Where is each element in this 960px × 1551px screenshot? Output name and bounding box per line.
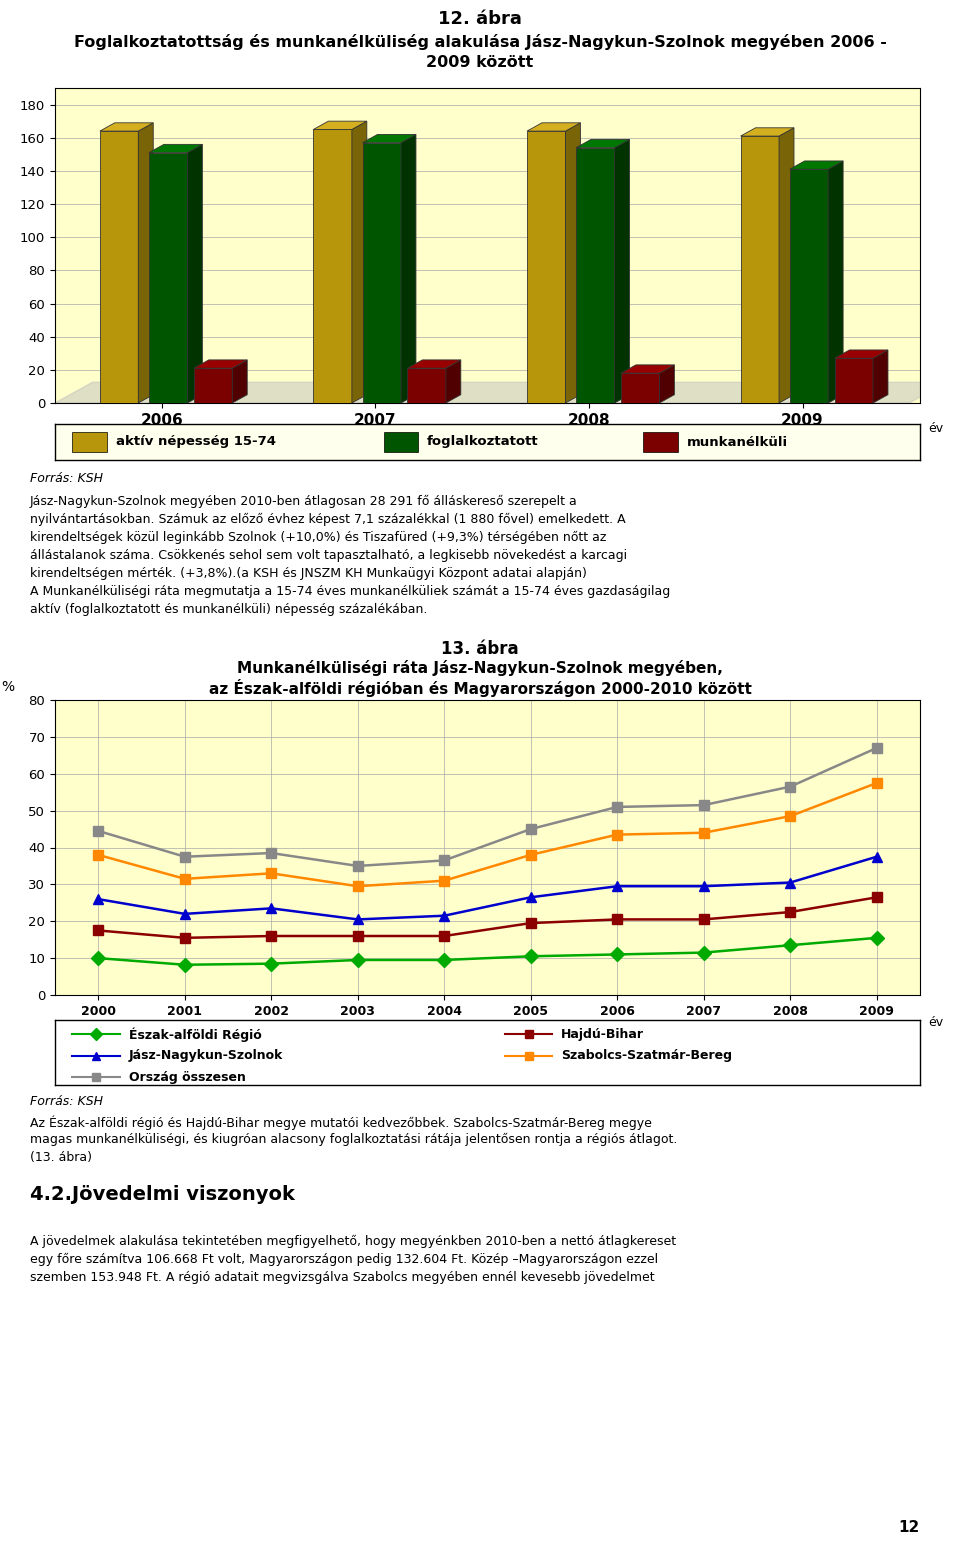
Text: munkanélküli: munkanélküli [686, 436, 787, 448]
Text: Hajdú-Bihar: Hajdú-Bihar [561, 1028, 644, 1041]
Text: Jász-Nagykun-Szolnok: Jász-Nagykun-Szolnok [129, 1048, 283, 1062]
Polygon shape [407, 360, 461, 368]
Polygon shape [407, 368, 445, 403]
Text: 2009 között: 2009 között [426, 54, 534, 70]
Polygon shape [576, 140, 630, 147]
Polygon shape [621, 364, 674, 374]
Polygon shape [828, 161, 843, 403]
Bar [643, 433, 678, 451]
Polygon shape [100, 123, 154, 132]
Polygon shape [445, 360, 461, 403]
Text: Szabolcs-Szatmár-Bereg: Szabolcs-Szatmár-Bereg [561, 1048, 732, 1062]
Text: Forrás: KSH: Forrás: KSH [30, 1095, 103, 1107]
Text: Munkanélküliségi ráta Jász-Nagykun-Szolnok megyében,: Munkanélküliségi ráta Jász-Nagykun-Szoln… [237, 661, 723, 676]
Polygon shape [401, 135, 416, 403]
Polygon shape [100, 132, 138, 403]
Text: Észak-alföldi Régió: Észak-alföldi Régió [129, 1027, 261, 1042]
Polygon shape [187, 144, 203, 403]
Text: 13. ábra: 13. ábra [442, 641, 518, 658]
Text: 4.2.Jövedelmi viszonyok: 4.2.Jövedelmi viszonyok [30, 1185, 295, 1204]
Polygon shape [194, 360, 248, 368]
Text: egy főre számítva 106.668 Ft volt, Magyarországon pedig 132.604 Ft. Közép –Magya: egy főre számítva 106.668 Ft volt, Magya… [30, 1253, 659, 1266]
Text: 12. ábra: 12. ábra [438, 9, 522, 28]
Text: Forrás: KSH: Forrás: KSH [30, 472, 103, 485]
Polygon shape [740, 127, 794, 136]
Polygon shape [576, 147, 614, 403]
Polygon shape [790, 169, 828, 403]
Text: Jász-Nagykun-Szolnok megyében 2010-ben átlagosan 28 291 fő álláskereső szerepelt: Jász-Nagykun-Szolnok megyében 2010-ben á… [30, 495, 578, 509]
Text: Foglalkoztatottság és munkanélküliség alakulása Jász-Nagykun-Szolnok megyében 20: Foglalkoztatottság és munkanélküliség al… [74, 34, 886, 50]
Text: az Észak-alföldi régióban és Magyarországon 2000-2010 között: az Észak-alföldi régióban és Magyarorszá… [208, 679, 752, 696]
Text: kirendeltségen mérték. (+3,8%).(a KSH és JNSZM KH Munkaügyi Központ adatai alapj: kirendeltségen mérték. (+3,8%).(a KSH és… [30, 568, 587, 580]
Text: év: év [928, 1016, 944, 1028]
Bar [384, 433, 419, 451]
Text: év: év [928, 422, 944, 434]
Polygon shape [790, 161, 843, 169]
Polygon shape [194, 368, 232, 403]
Polygon shape [313, 121, 367, 129]
Polygon shape [149, 152, 187, 403]
Polygon shape [740, 136, 779, 403]
Polygon shape [660, 364, 674, 403]
Text: foglalkoztatott: foglalkoztatott [427, 436, 539, 448]
Text: Ország összesen: Ország összesen [129, 1070, 246, 1084]
Text: nyilvántartásokban. Számuk az előző évhez képest 7,1 százalékkal (1 880 fővel) e: nyilvántartásokban. Számuk az előző évhe… [30, 513, 626, 526]
Polygon shape [363, 135, 416, 143]
Text: (13. ábra): (13. ábra) [30, 1151, 92, 1163]
Polygon shape [779, 127, 794, 403]
Text: aktív népesség 15-74: aktív népesség 15-74 [115, 436, 276, 448]
Text: aktív (foglalkoztatott és munkanélküli) népesség százalékában.: aktív (foglalkoztatott és munkanélküli) … [30, 603, 427, 616]
Polygon shape [565, 123, 581, 403]
Text: magas munkanélküliségi, és kiugróan alacsony foglalkoztatási rátája jelentősen r: magas munkanélküliségi, és kiugróan alac… [30, 1132, 678, 1146]
Text: A Munkanélküliségi ráta megmutatja a 15-74 éves munkanélküliek számát a 15-74 év: A Munkanélküliségi ráta megmutatja a 15-… [30, 585, 670, 599]
Bar [72, 433, 107, 451]
Polygon shape [149, 144, 203, 152]
Polygon shape [313, 129, 352, 403]
Polygon shape [352, 121, 367, 403]
Polygon shape [55, 382, 947, 403]
Polygon shape [614, 140, 630, 403]
Polygon shape [138, 123, 154, 403]
Polygon shape [834, 358, 873, 403]
Text: A jövedelmek alakulása tekintetében megfigyelhető, hogy megyénkben 2010-ben a ne: A jövedelmek alakulása tekintetében megf… [30, 1235, 676, 1249]
Polygon shape [363, 143, 401, 403]
Polygon shape [527, 132, 565, 403]
Polygon shape [232, 360, 248, 403]
Polygon shape [621, 374, 660, 403]
Text: állástalanok száma. Csökkenés sehol sem volt tapasztalható, a legkisebb növekedé: állástalanok száma. Csökkenés sehol sem … [30, 549, 627, 561]
Polygon shape [873, 351, 888, 403]
Polygon shape [834, 351, 888, 358]
Text: Az Észak-alföldi régió és Hajdú-Bihar megye mutatói kedvezőbbek. Szabolcs-Szatmá: Az Észak-alföldi régió és Hajdú-Bihar me… [30, 1115, 652, 1129]
Text: 12: 12 [899, 1520, 920, 1535]
Text: kirendeltségek közül leginkább Szolnok (+10,0%) és Tiszafüred (+9,3%) térségében: kirendeltségek közül leginkább Szolnok (… [30, 530, 607, 544]
Polygon shape [527, 123, 581, 132]
Text: %: % [1, 679, 14, 695]
Text: szemben 153.948 Ft. A régió adatait megvizsgálva Szabolcs megyében ennél keveseb: szemben 153.948 Ft. A régió adatait megv… [30, 1270, 655, 1284]
